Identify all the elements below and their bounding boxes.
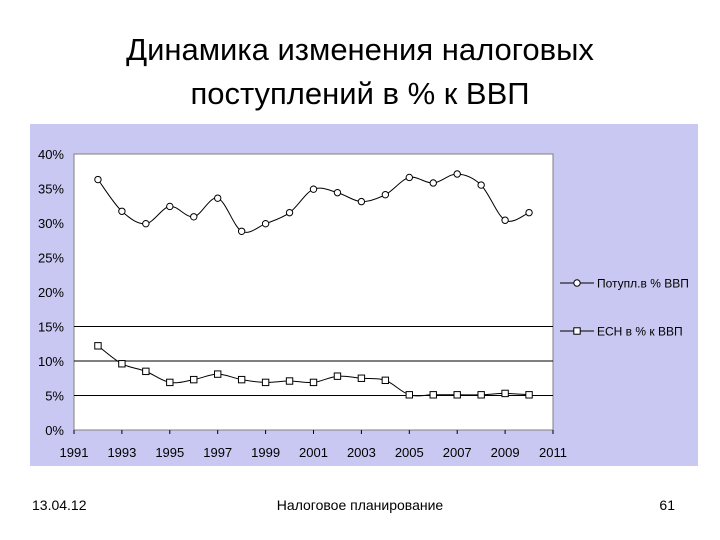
data-point-series-2 xyxy=(381,376,390,385)
title-line-2: поступлений в % к ВВП xyxy=(190,76,530,111)
data-point-series-2 xyxy=(237,375,246,384)
title-line-1: Динамика изменения налоговых xyxy=(126,32,594,67)
data-point-series-2 xyxy=(142,367,150,376)
data-point-series-1 xyxy=(429,179,437,187)
data-point-series-1 xyxy=(261,219,270,228)
x-tick-label: 1997 xyxy=(203,445,232,460)
x-tick-label: 1993 xyxy=(107,445,136,460)
plot-area xyxy=(73,153,554,431)
x-tick-label: 2005 xyxy=(395,445,424,460)
data-point-series-1 xyxy=(237,227,246,235)
data-point-series-2 xyxy=(501,389,509,398)
y-tick-label: 40% xyxy=(38,147,64,162)
data-point-series-2 xyxy=(357,374,366,382)
data-point-series-1 xyxy=(525,208,533,217)
data-point-series-2 xyxy=(118,360,126,368)
data-point-series-1 xyxy=(309,185,318,193)
x-tick-label: 2003 xyxy=(347,445,376,460)
legend-marker-1 xyxy=(573,279,581,287)
y-tick-label: 30% xyxy=(38,216,64,231)
data-point-series-1 xyxy=(118,207,126,215)
data-point-series-2 xyxy=(477,391,485,399)
data-point-series-1 xyxy=(501,216,509,224)
x-tick-label: 1991 xyxy=(60,445,89,460)
data-point-series-1 xyxy=(453,170,461,178)
data-point-series-2 xyxy=(453,391,461,399)
data-point-series-2 xyxy=(190,375,198,384)
data-point-series-1 xyxy=(477,181,485,189)
y-tick-label: 15% xyxy=(38,320,64,335)
data-point-series-2 xyxy=(429,391,437,399)
data-point-series-1 xyxy=(214,194,222,202)
y-tick-label: 0% xyxy=(45,423,64,438)
y-tick-label: 35% xyxy=(38,182,64,197)
y-tick-label: 10% xyxy=(38,354,64,369)
x-tick-label: 2007 xyxy=(443,445,472,460)
data-point-series-1 xyxy=(285,208,294,217)
legend-marker-2 xyxy=(573,327,581,335)
data-point-series-1 xyxy=(166,202,174,211)
data-point-series-1 xyxy=(405,173,413,182)
legend-label-2: ЕСН в % к ВВП xyxy=(597,325,683,339)
x-tick-label: 1995 xyxy=(155,445,184,460)
data-point-series-2 xyxy=(166,378,174,387)
data-point-series-1 xyxy=(142,219,150,228)
x-tick-label: 2009 xyxy=(491,445,520,460)
data-point-series-2 xyxy=(525,391,533,399)
data-point-series-2 xyxy=(285,377,294,385)
footer-date: 13.04.12 xyxy=(32,497,87,513)
y-tick-label: 5% xyxy=(45,389,64,404)
legend-label-1: Потупл.в % ВВП xyxy=(597,277,689,291)
x-tick-label: 2011 xyxy=(539,445,567,460)
data-point-series-2 xyxy=(405,391,414,399)
data-point-series-1 xyxy=(381,191,390,199)
footer-title: Налоговое планирование xyxy=(276,497,444,513)
data-point-series-2 xyxy=(333,372,342,380)
data-point-series-1 xyxy=(94,175,102,184)
data-point-series-2 xyxy=(309,378,318,387)
data-point-series-2 xyxy=(94,342,102,350)
data-point-series-1 xyxy=(333,188,342,197)
slide-title: Динамика изменения налоговых поступлений… xyxy=(60,28,660,116)
x-tick-label: 2001 xyxy=(299,445,328,460)
data-point-series-1 xyxy=(357,197,366,206)
data-point-series-1 xyxy=(190,213,198,221)
x-tick-label: 1999 xyxy=(251,445,280,460)
page-number: 61 xyxy=(659,497,675,513)
data-point-series-2 xyxy=(261,378,270,387)
y-tick-label: 20% xyxy=(38,285,64,300)
data-point-series-2 xyxy=(214,370,222,378)
y-tick-label: 25% xyxy=(38,251,64,266)
